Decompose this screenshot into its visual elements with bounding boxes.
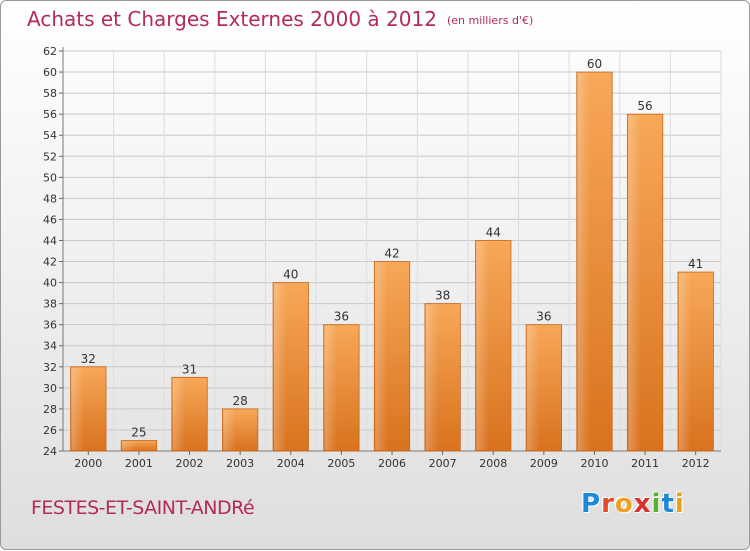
bar-value-label: 25 (131, 425, 146, 439)
bar-value-label: 28 (233, 394, 248, 408)
bar-highlight (122, 441, 135, 450)
proxiti-logo: Proxiti (581, 489, 685, 519)
bar-highlight (172, 378, 186, 450)
bar-highlight (274, 283, 287, 450)
logo-letter: i (651, 489, 662, 519)
y-tick-label: 54 (43, 129, 57, 142)
bar-value-label: 36 (334, 310, 349, 324)
x-tick-label: 2001 (125, 457, 153, 470)
y-tick-label: 60 (43, 66, 57, 79)
y-tick-label: 46 (43, 213, 57, 226)
bar-highlight (577, 73, 591, 450)
bar (120, 440, 158, 452)
bar-highlight (678, 273, 692, 450)
bar-value-label: 40 (283, 268, 298, 282)
bar-highlight (476, 241, 489, 450)
bar-highlight (628, 115, 641, 450)
x-tick-label: 2008 (479, 457, 507, 470)
x-tick-label: 2006 (378, 457, 406, 470)
logo-letter: t (661, 489, 675, 519)
x-tick-label: 2000 (74, 457, 102, 470)
x-tick-label: 2002 (176, 457, 204, 470)
bar-highlight (324, 325, 338, 450)
bar-value-label: 31 (182, 362, 197, 376)
chart-title-text: Achats et Charges Externes 2000 à 2012 (27, 7, 437, 31)
bar-highlight (375, 262, 388, 450)
bar-value-label: 42 (384, 247, 399, 261)
commune-name: FESTES-ET-SAINT-ANDRé (31, 497, 255, 519)
y-tick-label: 30 (43, 382, 57, 395)
bar-value-label: 44 (486, 225, 501, 239)
y-tick-label: 40 (43, 277, 57, 290)
y-tick-label: 26 (43, 424, 57, 437)
y-tick-label: 28 (43, 403, 57, 416)
bar-value-label: 38 (435, 289, 450, 303)
x-tick-label: 2005 (327, 457, 355, 470)
bar-value-label: 56 (637, 99, 652, 113)
bar-value-label: 41 (688, 257, 703, 271)
bar-highlight (71, 367, 84, 450)
y-tick-label: 42 (43, 256, 57, 269)
x-tick-label: 2012 (682, 457, 710, 470)
chart-title: Achats et Charges Externes 2000 à 2012 (e… (27, 7, 533, 31)
x-tick-label: 2007 (429, 457, 457, 470)
y-tick-label: 34 (43, 340, 57, 353)
logo-letter: r (601, 489, 615, 519)
x-tick-label: 2003 (226, 457, 254, 470)
bar-value-label: 36 (536, 310, 551, 324)
bar-layer: 32 25 31 28 40 36 42 38 44 36 60 56 41 (70, 57, 714, 452)
x-tick-label: 2009 (530, 457, 558, 470)
y-tick-label: 38 (43, 298, 57, 311)
logo-letter: i (674, 489, 685, 519)
x-tick-label: 2004 (277, 457, 305, 470)
bar-value-label: 60 (587, 57, 602, 71)
x-tick-label: 2011 (631, 457, 659, 470)
bar-highlight (527, 325, 540, 450)
logo-letter: x (633, 489, 652, 519)
y-tick-label: 52 (43, 150, 57, 163)
y-tick-label: 62 (43, 45, 57, 58)
y-tick-label: 36 (43, 319, 57, 332)
logo-letter: P (581, 489, 602, 519)
y-tick-label: 32 (43, 361, 57, 374)
chart-subtitle: (en milliers d'€) (446, 14, 534, 27)
y-tick-label: 44 (43, 234, 57, 247)
y-tick-label: 58 (43, 87, 57, 100)
bar-highlight (425, 304, 439, 450)
y-tick-label: 48 (43, 192, 57, 205)
x-tick-label: 2010 (580, 457, 608, 470)
bar-value-label: 32 (81, 352, 96, 366)
y-tick-label: 24 (43, 445, 57, 458)
y-tick-label: 56 (43, 108, 57, 121)
bar-highlight (223, 409, 236, 450)
y-tick-label: 50 (43, 171, 57, 184)
logo-letter: o (614, 489, 634, 519)
